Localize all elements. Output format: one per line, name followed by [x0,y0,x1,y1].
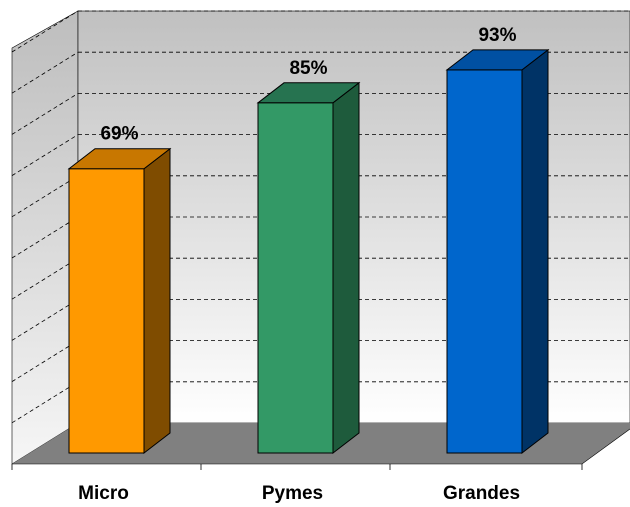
side-gridline [11,175,79,218]
bar-side [332,81,360,455]
bar-front [68,168,145,454]
value-label: 69% [100,124,138,145]
side-gridline [11,93,79,135]
side-gridline [11,134,79,176]
x-axis [11,464,583,470]
bar-front [446,69,523,454]
side-gridline [11,299,79,341]
bar-pymes [256,81,361,455]
bar-side [143,147,171,455]
side-gridline [11,216,79,259]
category-label: Grandes [443,483,520,504]
bar-grandes [445,48,550,455]
bar-front [257,102,334,454]
category-label: Micro [78,483,129,504]
bar-side [521,48,549,455]
side-gridline [11,340,79,382]
side-gridline [11,51,79,94]
bar-top [67,148,172,170]
bar-top [445,49,550,71]
value-label: 93% [478,25,516,46]
bar-top [256,82,361,104]
bar-micro [67,147,172,455]
side-gridline [11,381,79,424]
category-label: Pymes [262,483,323,504]
bars-group [67,48,550,455]
labels-group: 69% Micro 85% Pymes 93% Grandes [78,25,520,504]
value-label: 85% [289,58,327,79]
side-gridline [11,257,79,300]
side-gridline [11,10,79,53]
